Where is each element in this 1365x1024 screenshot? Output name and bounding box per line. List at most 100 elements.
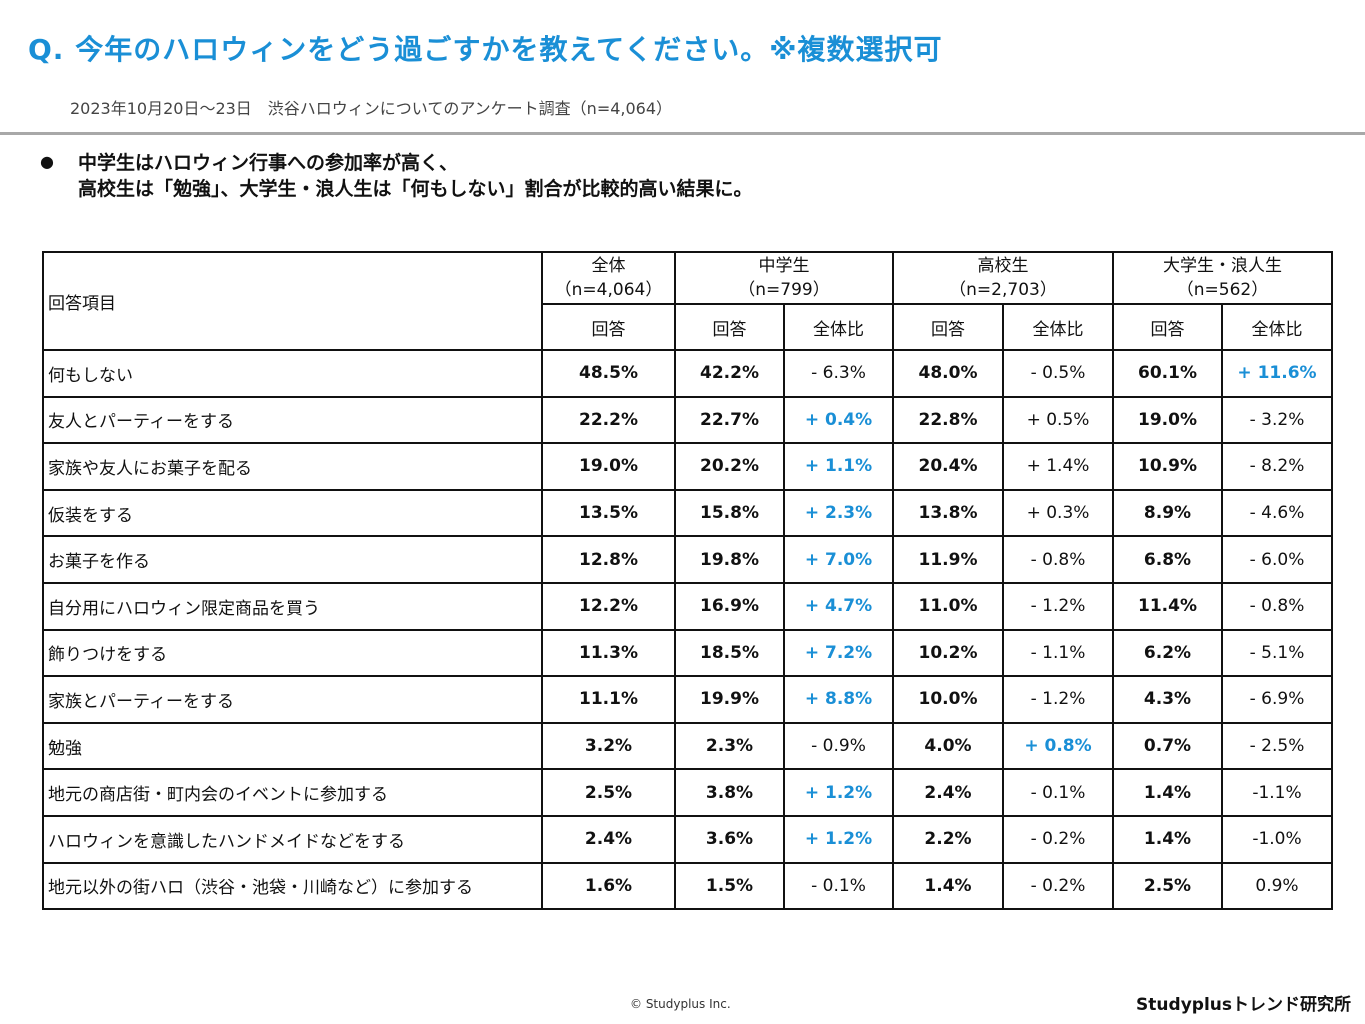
high-school-ratio-header: 全体比 — [1002, 303, 1114, 351]
answer-item-label: お菓子を作る — [42, 535, 543, 584]
group-n: （n=562） — [1176, 280, 1269, 300]
group-n: （n=799） — [738, 280, 830, 300]
junior-high-diff: + 0.4% — [783, 395, 894, 445]
table-row: 地元以外の街ハロ（渋谷・池袋・川崎など）に参加する 1.6% 1.5% - 0.1% 1… — [42, 861, 1333, 911]
table-row: 飾りつけをする 11.3% 18.5% + 7.2% 10.2% - 1.1% 6.2% - … — [42, 628, 1333, 678]
university-diff: - 0.8% — [1221, 581, 1333, 631]
high-school-diff: - 0.1% — [1002, 768, 1114, 817]
group-header-junior-high: 中学生 （n=799） — [674, 251, 894, 305]
university-diff: -1.0% — [1221, 814, 1333, 864]
junior-high-diff: + 1.2% — [783, 814, 894, 864]
high-school-diff: + 0.5% — [1002, 395, 1114, 445]
overall-column-header: 全体 （n=4,064） — [541, 251, 676, 305]
junior-high-diff: + 4.7% — [783, 581, 894, 631]
junior-high-value: 42.2% — [674, 349, 785, 398]
high-school-diff: - 1.2% — [1002, 675, 1114, 724]
group-name: 高校生 — [977, 256, 1029, 276]
high-school-value: 48.0% — [892, 349, 1004, 398]
university-diff: -1.1% — [1221, 768, 1333, 817]
junior-high-diff: + 7.2% — [783, 628, 894, 678]
junior-high-value: 19.9% — [674, 675, 785, 724]
university-value: 11.4% — [1112, 581, 1223, 631]
high-school-value: 4.0% — [892, 721, 1004, 771]
high-school-value: 10.0% — [892, 675, 1004, 724]
junior-high-value: 3.8% — [674, 768, 785, 817]
university-diff: - 5.1% — [1221, 628, 1333, 678]
overall-value: 11.1% — [541, 675, 676, 724]
junior-high-value: 20.2% — [674, 442, 785, 491]
group-name: 大学生・浪人生 — [1163, 256, 1282, 276]
answer-item-label: 地元以外の街ハロ（渋谷・池袋・川崎など）に参加する — [42, 861, 543, 911]
summary-text: 中学生はハロウィン行事への参加率が高く、 高校生は「勉強」、大学生・浪人生は「何… — [78, 150, 753, 202]
table-row: 勉強 3.2% 2.3% - 0.9% 4.0% + 0.8% 0.7% - 2.5% — [42, 721, 1333, 771]
answer-item-label: ハロウィンを意識したハンドメイドなどをする — [42, 814, 543, 864]
university-diff: - 2.5% — [1221, 721, 1333, 771]
summary-line-1: 中学生はハロウィン行事への参加率が高く、 — [78, 152, 459, 174]
group-header-high-school: 高校生 （n=2,703） — [892, 251, 1114, 305]
high-school-diff: - 0.2% — [1002, 861, 1114, 911]
university-value: 6.8% — [1112, 535, 1223, 584]
university-value: 1.4% — [1112, 814, 1223, 864]
table-row: 地元の商店街・町内会のイベントに参加する 2.5% 3.8% + 1.2% 2.4% - … — [42, 768, 1333, 817]
university-value: 8.9% — [1112, 488, 1223, 538]
group-header-university: 大学生・浪人生 （n=562） — [1112, 251, 1333, 305]
overall-value: 12.8% — [541, 535, 676, 584]
overall-n: （n=4,064） — [554, 280, 663, 300]
overall-value: 48.5% — [541, 349, 676, 398]
high-school-value: 20.4% — [892, 442, 1004, 491]
junior-high-diff: + 8.8% — [783, 675, 894, 724]
answer-item-label: 勉強 — [42, 721, 543, 771]
high-school-value: 2.4% — [892, 768, 1004, 817]
table-row: 仮装をする 13.5% 15.8% + 2.3% 13.8% + 0.3% 8.9% - 4.… — [42, 488, 1333, 538]
high-school-value: 2.2% — [892, 814, 1004, 864]
overall-value: 2.4% — [541, 814, 676, 864]
overall-value: 11.3% — [541, 628, 676, 678]
university-diff: - 6.9% — [1221, 675, 1333, 724]
answer-item-label: 仮装をする — [42, 488, 543, 538]
university-value: 1.4% — [1112, 768, 1223, 817]
copyright: © Studyplus Inc. — [630, 997, 731, 1011]
answer-item-label: 地元の商店街・町内会のイベントに参加する — [42, 768, 543, 817]
overall-value: 2.5% — [541, 768, 676, 817]
junior-high-diff: + 7.0% — [783, 535, 894, 584]
university-value: 0.7% — [1112, 721, 1223, 771]
university-ratio-header: 全体比 — [1221, 303, 1333, 351]
answer-item-label: 何もしない — [42, 349, 543, 398]
junior-high-answer-header: 回答 — [674, 303, 785, 351]
survey-subtitle: 2023年10月20日〜23日 渋谷ハロウィンについてのアンケート調査（n=4,… — [70, 99, 673, 118]
university-value: 4.3% — [1112, 675, 1223, 724]
answer-item-label: 家族や友人にお菓子を配る — [42, 442, 543, 491]
junior-high-diff: - 0.9% — [783, 721, 894, 771]
junior-high-diff: + 1.2% — [783, 768, 894, 817]
table-body: 何もしない 48.5% 42.2% - 6.3% 48.0% - 0.5% 60.1% + 1… — [42, 349, 1333, 911]
table-row: お菓子を作る 12.8% 19.8% + 7.0% 11.9% - 0.8% 6.8% - 6… — [42, 535, 1333, 584]
answer-item-label: 自分用にハロウィン限定商品を買う — [42, 581, 543, 631]
table-row: 何もしない 48.5% 42.2% - 6.3% 48.0% - 0.5% 60.1% + 1… — [42, 349, 1333, 398]
overall-value: 22.2% — [541, 395, 676, 445]
table-row: 家族や友人にお菓子を配る 19.0% 20.2% + 1.1% 20.4% + 1.4% 1… — [42, 442, 1333, 491]
overall-value: 12.2% — [541, 581, 676, 631]
table-row: 家族とパーティーをする 11.1% 19.9% + 8.8% 10.0% - 1.2% 4.… — [42, 675, 1333, 724]
junior-high-value: 1.5% — [674, 861, 785, 911]
bullet-icon: ● — [40, 152, 54, 171]
junior-high-value: 18.5% — [674, 628, 785, 678]
university-value: 60.1% — [1112, 349, 1223, 398]
page-title: Q. 今年のハロウィンをどう過ごすかを教えてください。※複数選択可 — [28, 33, 943, 66]
junior-high-diff: - 0.1% — [783, 861, 894, 911]
university-diff: 0.9% — [1221, 861, 1333, 911]
answer-item-label: 家族とパーティーをする — [42, 675, 543, 724]
answer-item-label: 友人とパーティーをする — [42, 395, 543, 445]
overall-value: 3.2% — [541, 721, 676, 771]
junior-high-value: 22.7% — [674, 395, 785, 445]
junior-high-value: 2.3% — [674, 721, 785, 771]
brand-logo: Studyplusトレンド研究所 — [1136, 995, 1351, 1015]
university-diff: - 3.2% — [1221, 395, 1333, 445]
high-school-value: 1.4% — [892, 861, 1004, 911]
junior-high-value: 3.6% — [674, 814, 785, 864]
high-school-value: 13.8% — [892, 488, 1004, 538]
high-school-value: 22.8% — [892, 395, 1004, 445]
high-school-diff: - 1.1% — [1002, 628, 1114, 678]
overall-value: 1.6% — [541, 861, 676, 911]
junior-high-diff: - 6.3% — [783, 349, 894, 398]
university-value: 19.0% — [1112, 395, 1223, 445]
